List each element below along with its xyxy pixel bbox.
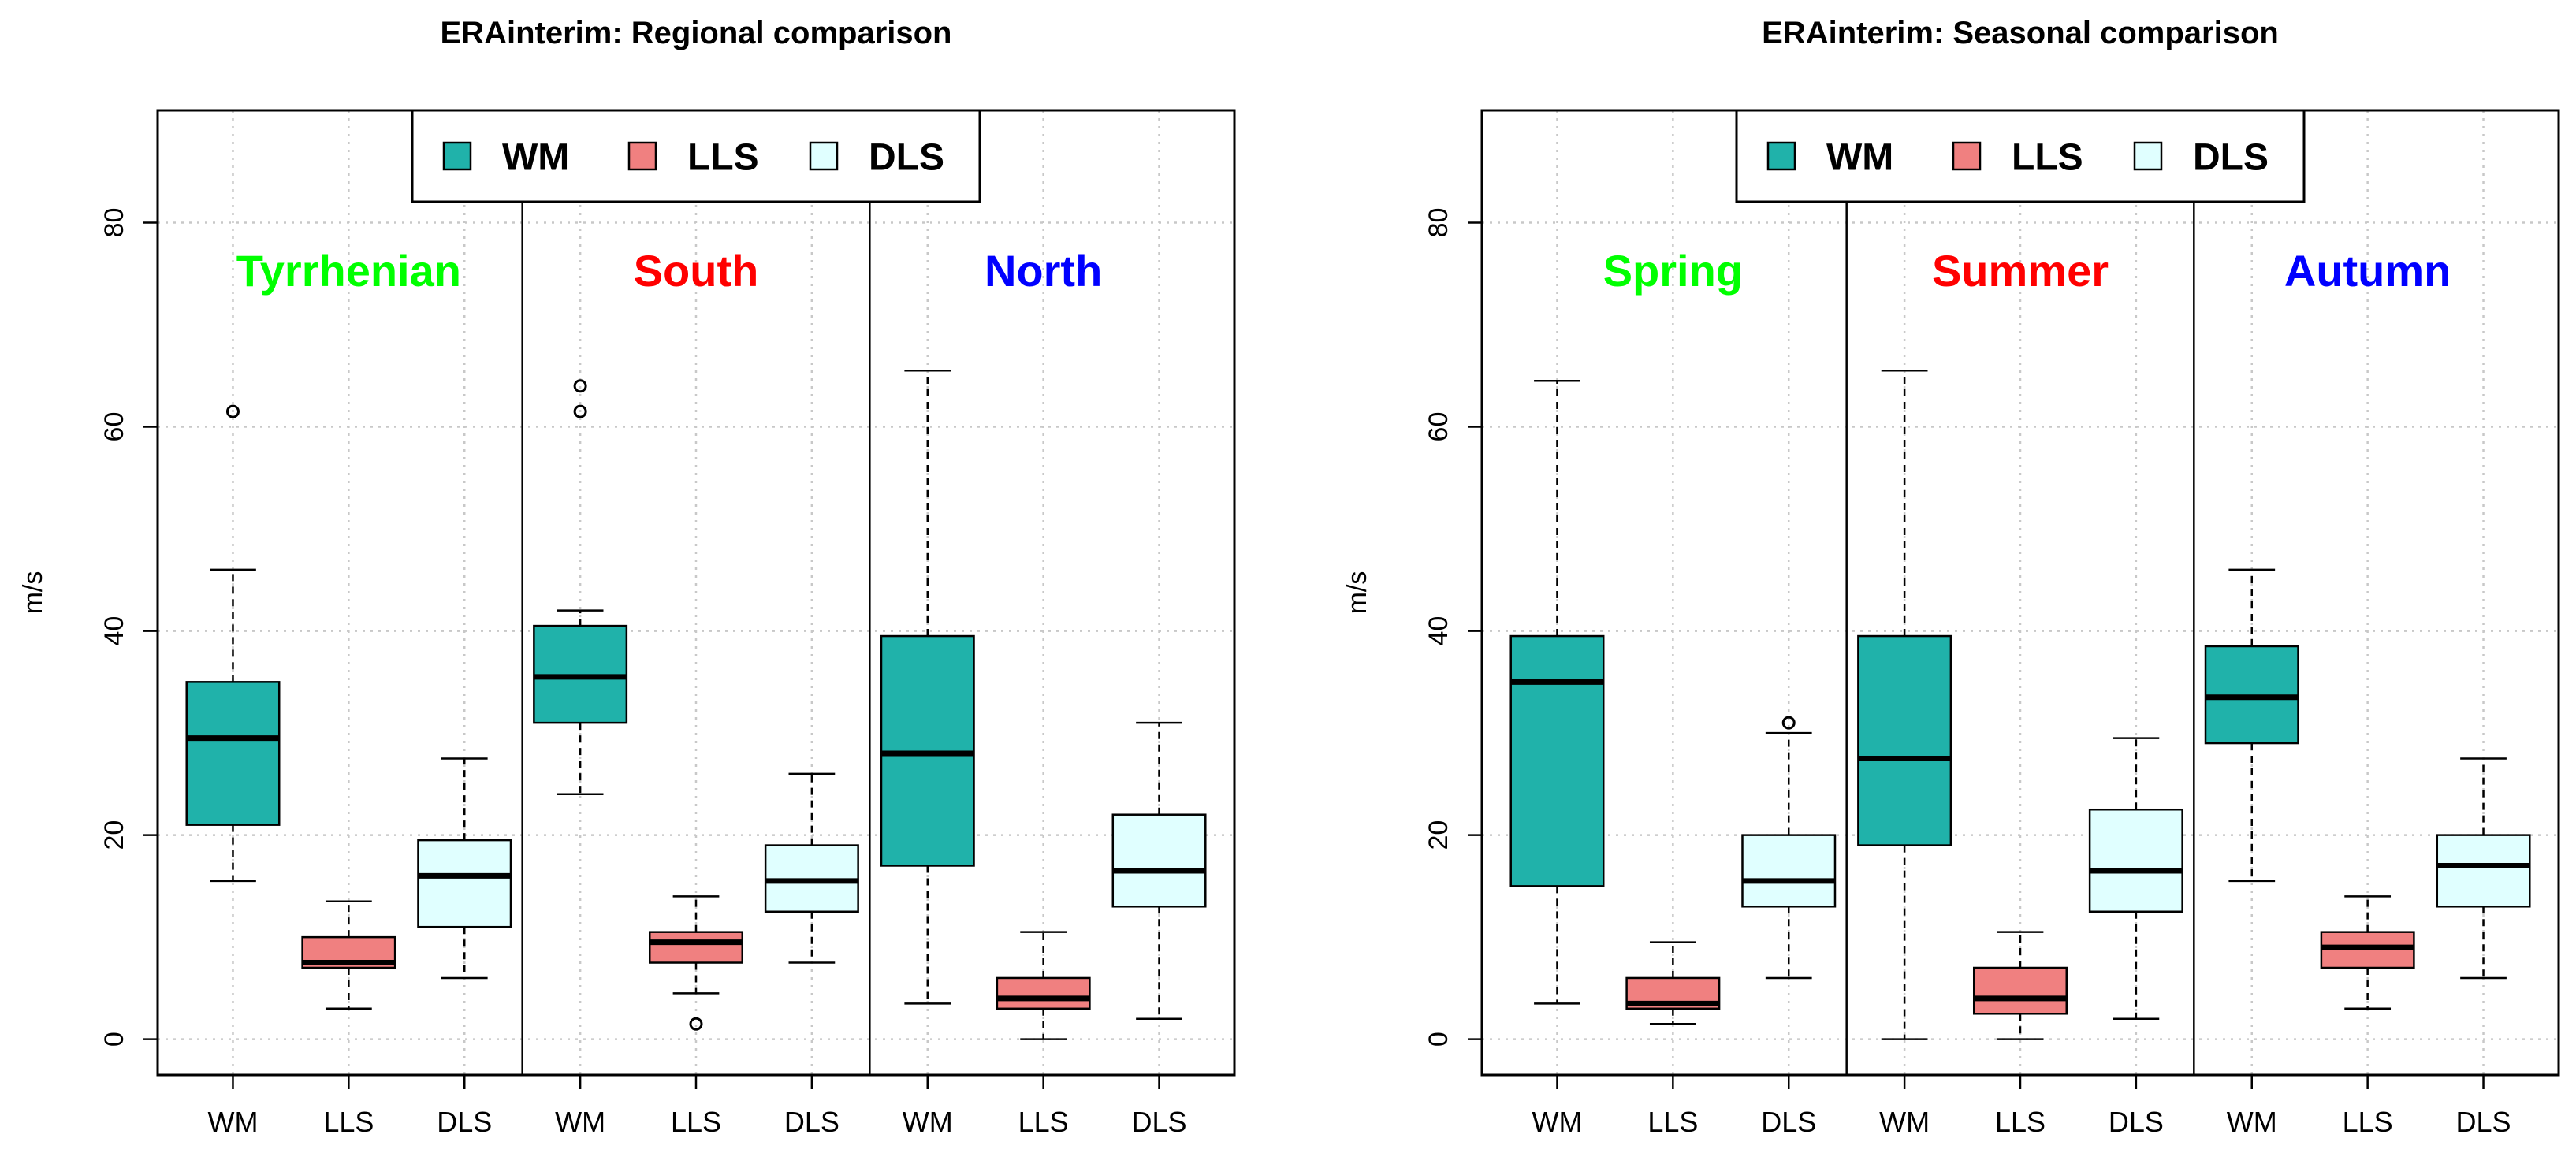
legend-key-wm [442,141,472,171]
box-summer-wm [1857,370,1952,1040]
y-axis-label: m/s [1342,571,1372,615]
box-south-dls [764,772,859,964]
legend-key-lls [1952,141,1982,171]
y-axis-label: m/s [18,571,48,615]
box-summer-lls [1972,931,2068,1040]
box-iqr [417,839,512,928]
legend-label-dls: DLS [869,137,944,179]
group-label-tyrrhenian: Tyrrhenian [236,246,461,296]
x-tick-label: WM [1879,1106,1930,1138]
y-tick-label: 20 [99,820,129,850]
box-tyrrhenian-lls [301,900,396,1010]
box-iqr [1741,834,1837,908]
box-iqr [996,976,1091,1010]
chart-title: ERAinterim: Regional comparison [441,16,952,50]
x-tick-label: DLS [437,1106,492,1138]
x-tick-label: LLS [323,1106,374,1138]
chart-panel-2: ERAinterim: Seasonal comparison 0 20 40 60 80… [1342,16,2560,1138]
legend: WM LLS DLS [411,109,981,203]
legend-key-wm [1766,141,1796,171]
x-tick-label: WM [2227,1106,2277,1138]
x-tick-label: DLS [2456,1106,2511,1138]
box-tyrrhenian-wm [185,404,281,883]
box-summer-dls [2088,737,2183,1021]
box-south-wm [533,379,628,796]
outlier-point [689,1017,703,1031]
box-tyrrhenian-dls [417,757,512,980]
box-north-lls [996,931,1091,1040]
outlier-point [1781,716,1796,730]
box-iqr [1857,634,1952,846]
group-label-summer: Summer [1932,246,2109,296]
x-tick-label: WM [1532,1106,1582,1138]
outlier-point [573,379,587,393]
box-iqr [1972,966,2068,1015]
legend: WM LLS DLS [1735,109,2306,203]
x-tick-label: LLS [671,1106,721,1138]
box-iqr [185,681,281,826]
x-tick-label: LLS [1647,1106,1698,1138]
x-tick-label: LLS [1018,1106,1069,1138]
box-autumn-dls [2436,757,2531,980]
group-label-north: North [985,246,1102,296]
legend-box [1735,109,2306,203]
box-iqr [1111,813,1207,908]
box-autumn-wm [2204,568,2299,883]
chart-title: ERAinterim: Seasonal comparison [1762,16,2279,50]
legend-label-dls: DLS [2193,137,2269,179]
y-tick-label: 0 [1424,1032,1454,1047]
y-tick-label: 20 [1424,820,1454,850]
x-tick-label: WM [555,1106,605,1138]
y-tick-label: 60 [99,412,129,442]
legend-key-dls [2133,141,2163,171]
group-label-south: South [634,246,759,296]
group-label-autumn: Autumn [2284,246,2451,296]
x-tick-label: LLS [1995,1106,2046,1138]
box-spring-lls [1625,941,1721,1025]
box-iqr [648,931,744,964]
x-tick-label: DLS [784,1106,839,1138]
x-tick-label: WM [903,1106,953,1138]
y-tick-label: 40 [1424,616,1454,646]
y-tick-label: 60 [1424,412,1454,442]
box-iqr [1509,634,1605,887]
legend-key-lls [627,141,657,171]
box-autumn-lls [2320,895,2415,1010]
box-spring-dls [1741,716,1837,980]
x-tick-label: WM [207,1106,258,1138]
x-tick-label: DLS [1761,1106,1816,1138]
legend-label-wm: WM [1826,137,1893,179]
x-tick-label: LLS [2343,1106,2393,1138]
legend-label-lls: LLS [2012,137,2083,179]
box-north-dls [1111,721,1207,1021]
legend-label-lls: LLS [687,137,759,179]
y-tick-label: 0 [99,1032,129,1047]
outlier-point [573,404,587,418]
box-south-lls [648,895,744,1031]
legend-box [411,109,981,203]
y-tick-label: 80 [99,208,129,238]
chart-panel-1: ERAinterim: Regional comparison 0 20 40 60 80… [18,16,1236,1138]
x-tick-label: DLS [2109,1106,2164,1138]
box-iqr [2436,834,2531,908]
box-spring-wm [1509,379,1605,1005]
legend-label-wm: WM [502,137,569,179]
y-tick-label: 80 [1424,208,1454,238]
x-tick-label: DLS [1132,1106,1187,1138]
outlier-point [225,404,240,418]
y-tick-label: 40 [99,616,129,646]
box-iqr [2088,808,2183,913]
legend-key-dls [809,141,839,171]
box-north-wm [880,370,975,1005]
group-label-spring: Spring [1603,246,1743,296]
